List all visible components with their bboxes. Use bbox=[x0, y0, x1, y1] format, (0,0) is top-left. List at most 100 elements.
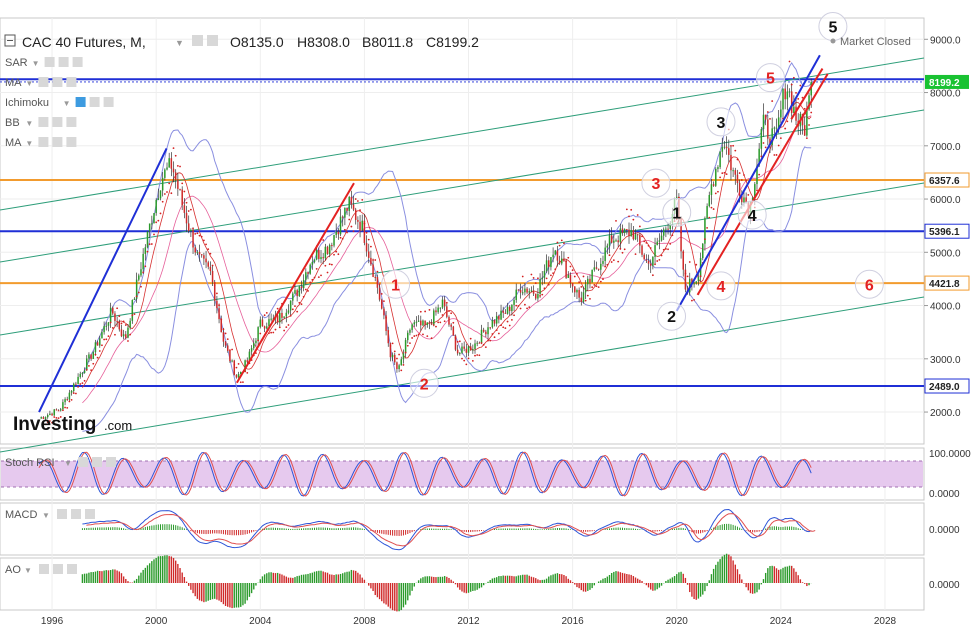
candle-body bbox=[806, 109, 808, 136]
candle-body bbox=[374, 276, 376, 278]
stoch-gear-icon[interactable] bbox=[92, 457, 102, 467]
sar-dot bbox=[482, 343, 485, 346]
sar-dot bbox=[239, 381, 242, 384]
candle-body bbox=[480, 329, 483, 343]
indicator-gear-icon[interactable] bbox=[58, 57, 69, 67]
indicator-close-icon[interactable] bbox=[66, 117, 77, 127]
indicator-close-icon[interactable] bbox=[66, 77, 77, 87]
indicator-eye-icon[interactable] bbox=[44, 57, 55, 67]
sar-dot bbox=[124, 324, 127, 326]
sar-dot bbox=[341, 237, 344, 240]
candle-body bbox=[441, 299, 444, 308]
candle-body bbox=[40, 417, 42, 419]
candle-body bbox=[240, 371, 242, 375]
indicator-label-2[interactable]: Ichimoku bbox=[5, 97, 49, 109]
sar-dot bbox=[72, 392, 75, 395]
sar-dot bbox=[552, 272, 554, 275]
candle-body bbox=[539, 279, 541, 295]
ao-close-icon[interactable] bbox=[67, 564, 77, 574]
sar-dot bbox=[641, 235, 643, 238]
candle-body bbox=[44, 417, 47, 419]
candle-body bbox=[526, 288, 528, 293]
sar-dot bbox=[671, 234, 674, 237]
indicator-label-4[interactable]: MA bbox=[5, 137, 22, 149]
channel-line bbox=[0, 109, 925, 263]
candle-body bbox=[161, 177, 164, 191]
stoch-dropdown-icon[interactable]: ▼ bbox=[64, 459, 72, 468]
candle-body bbox=[730, 154, 732, 171]
indicator-close-icon[interactable] bbox=[66, 137, 77, 147]
indicator-eye-icon[interactable] bbox=[38, 117, 49, 127]
eye-icon[interactable] bbox=[192, 35, 203, 46]
candle-body bbox=[394, 354, 396, 363]
indicator-eye-icon[interactable] bbox=[75, 97, 86, 107]
indicator-label-0[interactable]: SAR bbox=[5, 57, 28, 69]
sar-dot bbox=[374, 259, 377, 261]
stoch-eye-icon[interactable] bbox=[78, 457, 88, 467]
sar-dot bbox=[53, 416, 56, 418]
indicator-label-3[interactable]: BB bbox=[5, 117, 20, 129]
indicator-close-icon[interactable] bbox=[103, 97, 114, 107]
indicator-gear-icon[interactable] bbox=[52, 117, 63, 127]
stoch-rsi-label[interactable]: Stoch RSI bbox=[5, 457, 55, 469]
candle-body bbox=[146, 231, 149, 248]
candle-body bbox=[521, 292, 524, 294]
macd-eye-icon[interactable] bbox=[57, 509, 67, 519]
indicator-eye-icon[interactable] bbox=[38, 137, 49, 147]
sar-dot bbox=[324, 264, 327, 267]
candle-body bbox=[62, 402, 64, 410]
sar-dot bbox=[298, 301, 301, 304]
sar-dot bbox=[667, 248, 669, 251]
collapse-icon[interactable] bbox=[4, 34, 16, 47]
candle-body bbox=[426, 322, 429, 325]
ao-dropdown-icon[interactable]: ▼ bbox=[24, 566, 32, 575]
candle-body bbox=[710, 184, 713, 195]
indicator-close-icon[interactable] bbox=[72, 57, 83, 67]
sar-dot bbox=[194, 232, 197, 235]
sar-dot bbox=[137, 291, 140, 294]
macd-label[interactable]: MACD bbox=[5, 509, 37, 521]
dropdown-arrow-icon[interactable]: ▼ bbox=[175, 38, 184, 48]
macd-close-icon[interactable] bbox=[85, 509, 95, 519]
macd-gear-icon[interactable] bbox=[71, 509, 81, 519]
indicator-gear-icon[interactable] bbox=[52, 77, 63, 87]
candle-body bbox=[411, 324, 413, 330]
candle-body bbox=[292, 293, 294, 301]
sar-dot bbox=[660, 254, 663, 257]
sar-dot bbox=[216, 292, 218, 295]
sar-dot bbox=[168, 182, 171, 185]
macd-dropdown-icon[interactable]: ▼ bbox=[42, 511, 50, 520]
sar-dot bbox=[417, 333, 420, 336]
candle-body bbox=[211, 271, 214, 283]
candle-body bbox=[385, 315, 387, 331]
gear-icon[interactable] bbox=[207, 35, 218, 46]
candle-body bbox=[641, 245, 643, 255]
indicator-eye-icon[interactable] bbox=[38, 77, 49, 87]
indicator-gear-icon[interactable] bbox=[52, 137, 63, 147]
sar-dot bbox=[719, 176, 722, 179]
level-badge bbox=[924, 275, 970, 291]
sar-dot bbox=[330, 263, 333, 266]
ao-gear-icon[interactable] bbox=[53, 564, 63, 574]
candle-body bbox=[632, 230, 635, 240]
sar-dot bbox=[543, 287, 546, 290]
candle-body bbox=[513, 299, 515, 305]
sar-dot bbox=[270, 331, 273, 334]
header-tools[interactable] bbox=[192, 35, 218, 46]
ao-label[interactable]: AO bbox=[5, 564, 21, 576]
candle-body bbox=[222, 332, 225, 342]
ao-eye-icon[interactable] bbox=[39, 564, 49, 574]
x-tick-label: 2020 bbox=[666, 616, 689, 627]
sar-dot bbox=[682, 251, 685, 254]
stoch-close-icon[interactable] bbox=[106, 457, 116, 467]
indicator-label-1[interactable]: MA bbox=[5, 77, 22, 89]
candle-body bbox=[66, 399, 68, 401]
indicator-gear-icon[interactable] bbox=[89, 97, 100, 107]
sar-dot bbox=[380, 293, 383, 295]
candle-body bbox=[793, 106, 795, 114]
sar-dot bbox=[94, 353, 97, 356]
candle-body bbox=[634, 234, 637, 240]
sar-dot bbox=[200, 235, 203, 238]
chart-header: CAC 40 Futures, M, ▼ O8135.0 H8308.0 B80… bbox=[4, 34, 911, 50]
candle-body bbox=[127, 327, 129, 338]
